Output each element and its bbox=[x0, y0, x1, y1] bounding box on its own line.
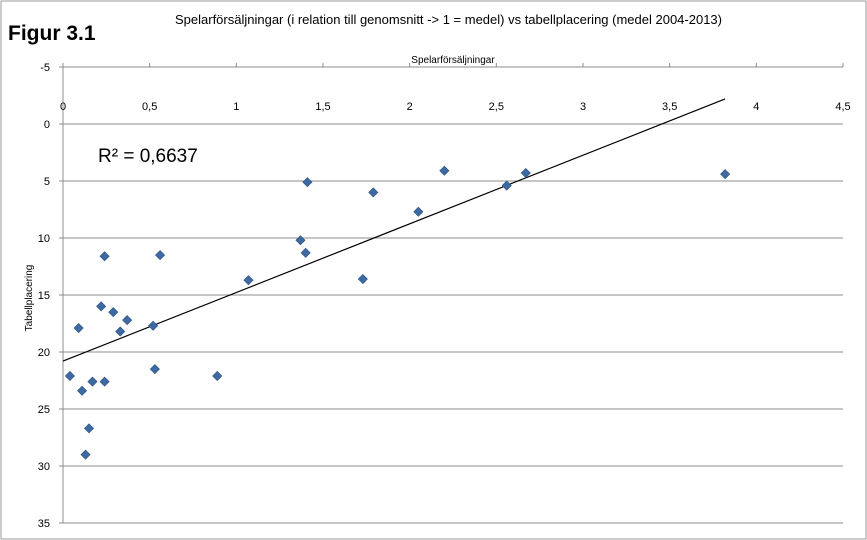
data-point bbox=[295, 235, 306, 246]
y-tick-label: -5 bbox=[40, 62, 50, 74]
data-point bbox=[148, 320, 159, 331]
data-point bbox=[501, 180, 512, 191]
data-point bbox=[122, 315, 133, 326]
x-tick-label: 2 bbox=[407, 101, 413, 113]
data-point bbox=[108, 307, 119, 318]
data-point bbox=[99, 251, 110, 262]
y-axis-title: Tabellplacering bbox=[24, 265, 35, 332]
data-point bbox=[368, 187, 379, 198]
data-point bbox=[99, 376, 110, 387]
data-point bbox=[73, 323, 84, 334]
data-point bbox=[96, 301, 107, 312]
x-tick-label: 1 bbox=[233, 101, 239, 113]
y-tick-label: 15 bbox=[38, 290, 50, 302]
data-point bbox=[302, 177, 313, 188]
data-point bbox=[212, 370, 223, 381]
figure-label: Figur 3.1 bbox=[8, 22, 96, 45]
x-tick-label: 1,5 bbox=[315, 101, 330, 113]
data-point bbox=[149, 364, 160, 375]
data-point bbox=[115, 326, 126, 337]
y-tick-label: 20 bbox=[38, 347, 50, 359]
data-point bbox=[520, 167, 531, 179]
y-tick-label: 10 bbox=[38, 233, 50, 245]
x-tick-label: 4,5 bbox=[835, 101, 850, 113]
y-tick-label: 5 bbox=[44, 176, 50, 188]
x-tick-label: 4 bbox=[753, 101, 759, 113]
data-point bbox=[300, 247, 311, 258]
data-point bbox=[413, 206, 424, 217]
y-tick-label: 30 bbox=[38, 461, 50, 473]
data-point bbox=[357, 274, 368, 285]
data-point bbox=[64, 370, 75, 381]
data-point bbox=[243, 275, 254, 286]
data-point bbox=[439, 165, 450, 176]
data-point bbox=[80, 449, 91, 460]
x-axis-title: Spelarförsäljningar bbox=[411, 55, 495, 66]
trendline bbox=[62, 98, 726, 362]
x-tick-label: 0,5 bbox=[142, 101, 157, 113]
y-tick-label: 0 bbox=[44, 119, 50, 131]
y-tick-label: 35 bbox=[38, 518, 50, 530]
data-point bbox=[720, 169, 731, 180]
data-point bbox=[87, 376, 98, 387]
data-point bbox=[83, 423, 95, 434]
y-tick-label: 25 bbox=[38, 404, 50, 416]
x-tick-label: 2,5 bbox=[489, 101, 504, 113]
data-point bbox=[155, 250, 166, 261]
x-tick-label: 0 bbox=[60, 101, 66, 113]
chart-title: Spelarförsäljningar (i relation till gen… bbox=[174, 12, 722, 27]
r-squared-label: R² = 0,6637 bbox=[98, 146, 198, 167]
data-point bbox=[77, 385, 88, 396]
x-tick-label: 3,5 bbox=[662, 101, 677, 113]
x-tick-label: 3 bbox=[580, 101, 586, 113]
